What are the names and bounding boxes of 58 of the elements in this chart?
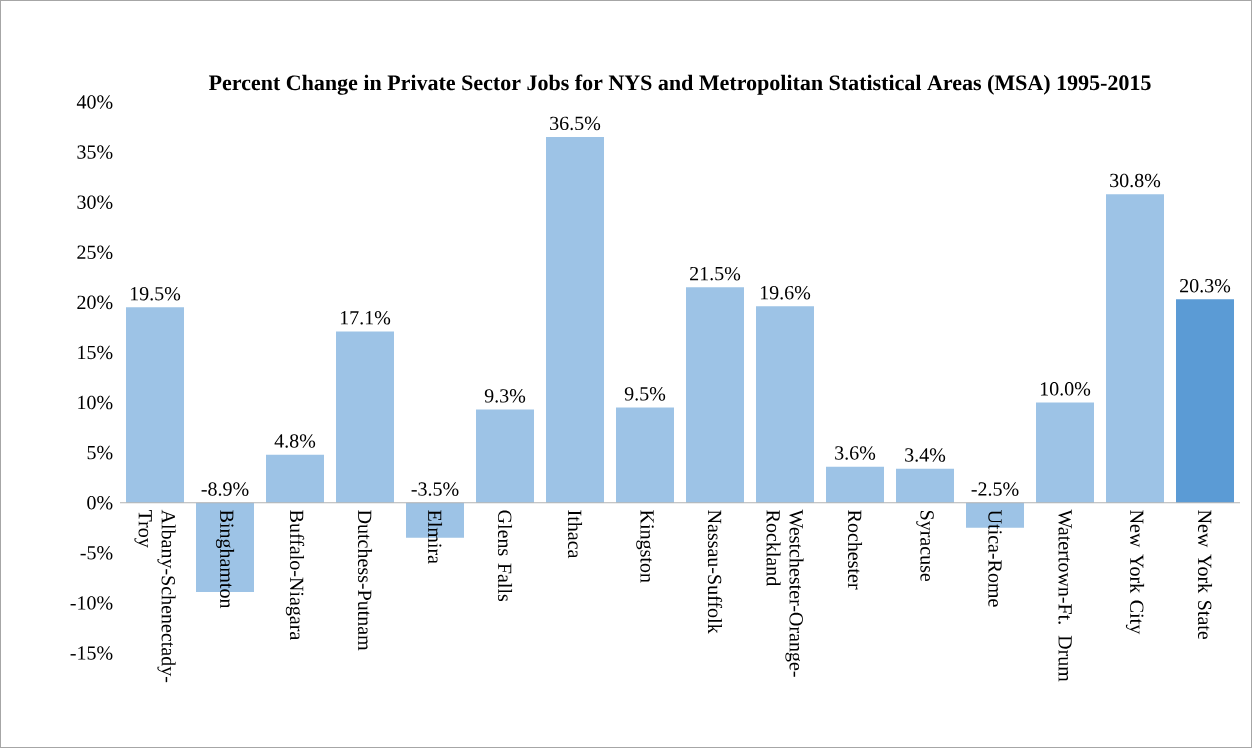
x-tick-label: Binghamton (215, 510, 235, 609)
bar (266, 454, 325, 503)
data-label: 17.1% (340, 310, 391, 325)
y-tick-label: -5% (80, 546, 113, 560)
y-tick-label: -10% (70, 596, 113, 610)
x-tick-label: Kingston (636, 510, 654, 583)
y-tick-label: 10% (78, 395, 113, 410)
x-tick-label: Watertown-Ft. Drum (1058, 509, 1072, 682)
chart-title: Percent Change in Private Sector Jobs for NYS and Metropolitan Statistical Areas (MSA) 1995-2015 (208, 74, 1151, 95)
y-tick-label: 0% (87, 495, 113, 510)
x-tick-label: Westchester-Orange-Rockland (766, 509, 804, 677)
bar (1036, 402, 1095, 503)
data-label: 9.5% (624, 387, 666, 401)
y-tick-label: 20% (77, 295, 113, 310)
y-tick-label: -15% (70, 646, 113, 660)
bar (546, 137, 605, 503)
bar (476, 409, 535, 503)
x-tick-label: Rochester (847, 510, 863, 590)
x-tick-label: Syracuse (916, 510, 934, 582)
x-tick-label: Albany-Schenectady-Troy (134, 509, 176, 683)
bar (896, 468, 955, 503)
x-tick-label: New York State (1197, 510, 1213, 640)
y-tick-label: 30% (77, 195, 113, 209)
data-label: -8.9% (201, 482, 249, 496)
y-tick-label: 40% (76, 95, 113, 109)
bar (336, 331, 395, 503)
data-label: 20.3% (1180, 278, 1231, 293)
data-label: 30.8% (1110, 173, 1161, 188)
bar (686, 287, 745, 503)
data-label: 21.5% (690, 266, 741, 281)
bar (1106, 194, 1165, 503)
bar (126, 307, 185, 503)
x-tick-label: Ithaca (567, 510, 583, 559)
bar (826, 466, 885, 503)
bar (1176, 299, 1235, 503)
x-tick-label: New York City (1125, 510, 1145, 635)
x-tick-label: Nassau-Suffolk (707, 510, 723, 634)
bar (756, 306, 815, 503)
x-tick-label: Buffalo-Niagara (285, 510, 305, 641)
data-label: -2.5% (971, 482, 1019, 496)
y-tick-label: 5% (87, 445, 113, 460)
data-label: 19.6% (760, 285, 811, 300)
x-tick-label: Glens Falls (497, 510, 513, 602)
bar (616, 407, 675, 503)
x-tick-label: Dutchess-Putnam (357, 510, 373, 651)
x-tick-label: Elmira (427, 510, 443, 564)
y-tick-label: 25% (77, 245, 113, 260)
data-label: -3.5% (411, 482, 459, 496)
data-label: 3.6% (835, 446, 876, 460)
y-tick-label: 15% (78, 345, 113, 360)
data-label: 36.5% (550, 116, 601, 131)
y-tick-label: 35% (77, 145, 113, 159)
data-label: 19.5% (130, 286, 181, 301)
x-tick-label: Utica-Rome (988, 510, 1002, 607)
data-label: 3.4% (905, 448, 946, 462)
data-label: 10.0% (1040, 382, 1091, 396)
data-label: 4.8% (274, 434, 316, 448)
data-label: 9.3% (484, 389, 526, 403)
